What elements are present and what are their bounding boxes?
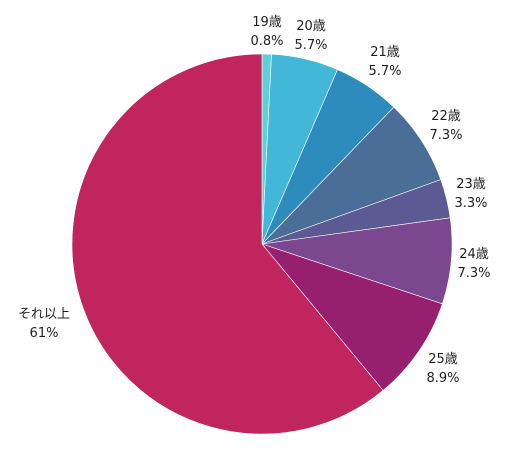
slice-label-2: 20歳	[296, 19, 326, 34]
slice-value-label-7: 8.9%	[426, 371, 459, 386]
slice-value-label-5: 3.3%	[454, 196, 487, 211]
slice-value-label-4: 7.3%	[429, 128, 462, 143]
slice-value-label-3: 5.7%	[368, 64, 401, 79]
slice-label-8: それ以上	[18, 307, 70, 322]
slice-label-6: 24歳	[459, 247, 489, 262]
slice-label-3: 21歳	[370, 45, 400, 60]
pie-slice-8	[71, 53, 384, 435]
pie-labels: 19歳 0.8% 20歳 5.7% 21歳 5.7% 22歳 7.3% 23歳 3.3% 24歳 7.…	[18, 15, 491, 386]
slice-value-label-1: 0.8%	[250, 34, 283, 49]
slice-label-4: 22歳	[431, 109, 461, 124]
pie-slices	[71, 53, 453, 435]
slice-label-5: 23歳	[456, 177, 486, 192]
slice-value-label-2: 5.7%	[294, 38, 327, 53]
pie-slice-7	[261, 243, 443, 391]
slice-label-1: 19歳	[252, 15, 282, 30]
slice-value-label-6: 7.3%	[457, 266, 490, 281]
slice-value-label-8: 61%	[30, 326, 59, 341]
slice-label-7: 25歳	[428, 352, 458, 367]
